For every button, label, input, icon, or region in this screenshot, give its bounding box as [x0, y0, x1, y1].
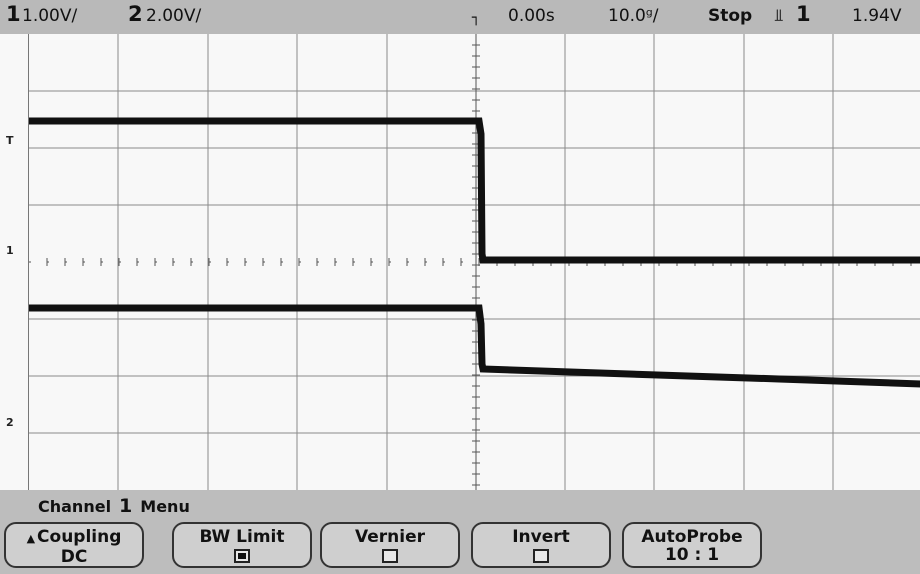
invert-softkey[interactable]: Invert [471, 522, 611, 568]
trigger-source: 1 [796, 2, 811, 26]
autoprobe-value: 10 : 1 [664, 545, 720, 565]
trigger-position-icon: ┐ [472, 10, 481, 26]
bw-limit-softkey[interactable]: BW Limit [172, 522, 312, 568]
invert-checkbox[interactable] [533, 549, 549, 563]
menu-title: Channel 1 Menu [38, 495, 190, 517]
run-state: Stop [708, 6, 753, 26]
waveform-traces [29, 117, 920, 388]
softkey-menu: Channel 1 Menu ▲ Coupling DC BW Limit Verni… [0, 490, 920, 574]
vernier-softkey[interactable]: Vernier [320, 522, 460, 568]
status-bar: 1 1.00V/ 2 2.00V/ ┐ 0.00s 10.0ᵍ/ Stop ⫫ … [0, 0, 920, 34]
trigger-level: 1.94V [852, 6, 902, 26]
ch2-number: 2 [128, 2, 143, 26]
ch1-scale: 1.00V/ [22, 6, 78, 26]
time-position: 0.00s [508, 6, 555, 26]
ch1-trace [29, 117, 920, 264]
ch1-ground-marker: 1 [6, 244, 14, 257]
waveform-display[interactable] [28, 34, 920, 490]
trigger-level-marker: T [6, 134, 14, 147]
vernier-checkbox[interactable] [382, 549, 398, 563]
ch2-trace [29, 304, 920, 388]
ch1-number: 1 [6, 2, 21, 26]
autoprobe-softkey[interactable]: AutoProbe 10 : 1 [622, 522, 762, 568]
trigger-slope-icon: ⫫ [774, 6, 784, 26]
coupling-softkey[interactable]: ▲ Coupling DC [4, 522, 144, 568]
bw-limit-checkbox[interactable] [234, 549, 250, 563]
ch2-ground-marker: 2 [6, 416, 14, 429]
coupling-value: DC [60, 547, 88, 567]
ch2-scale: 2.00V/ [146, 6, 202, 26]
time-scale: 10.0ᵍ/ [608, 6, 659, 26]
left-marker-strip: T 1 2 [0, 34, 28, 490]
up-arrow-icon: ▲ [26, 532, 36, 545]
